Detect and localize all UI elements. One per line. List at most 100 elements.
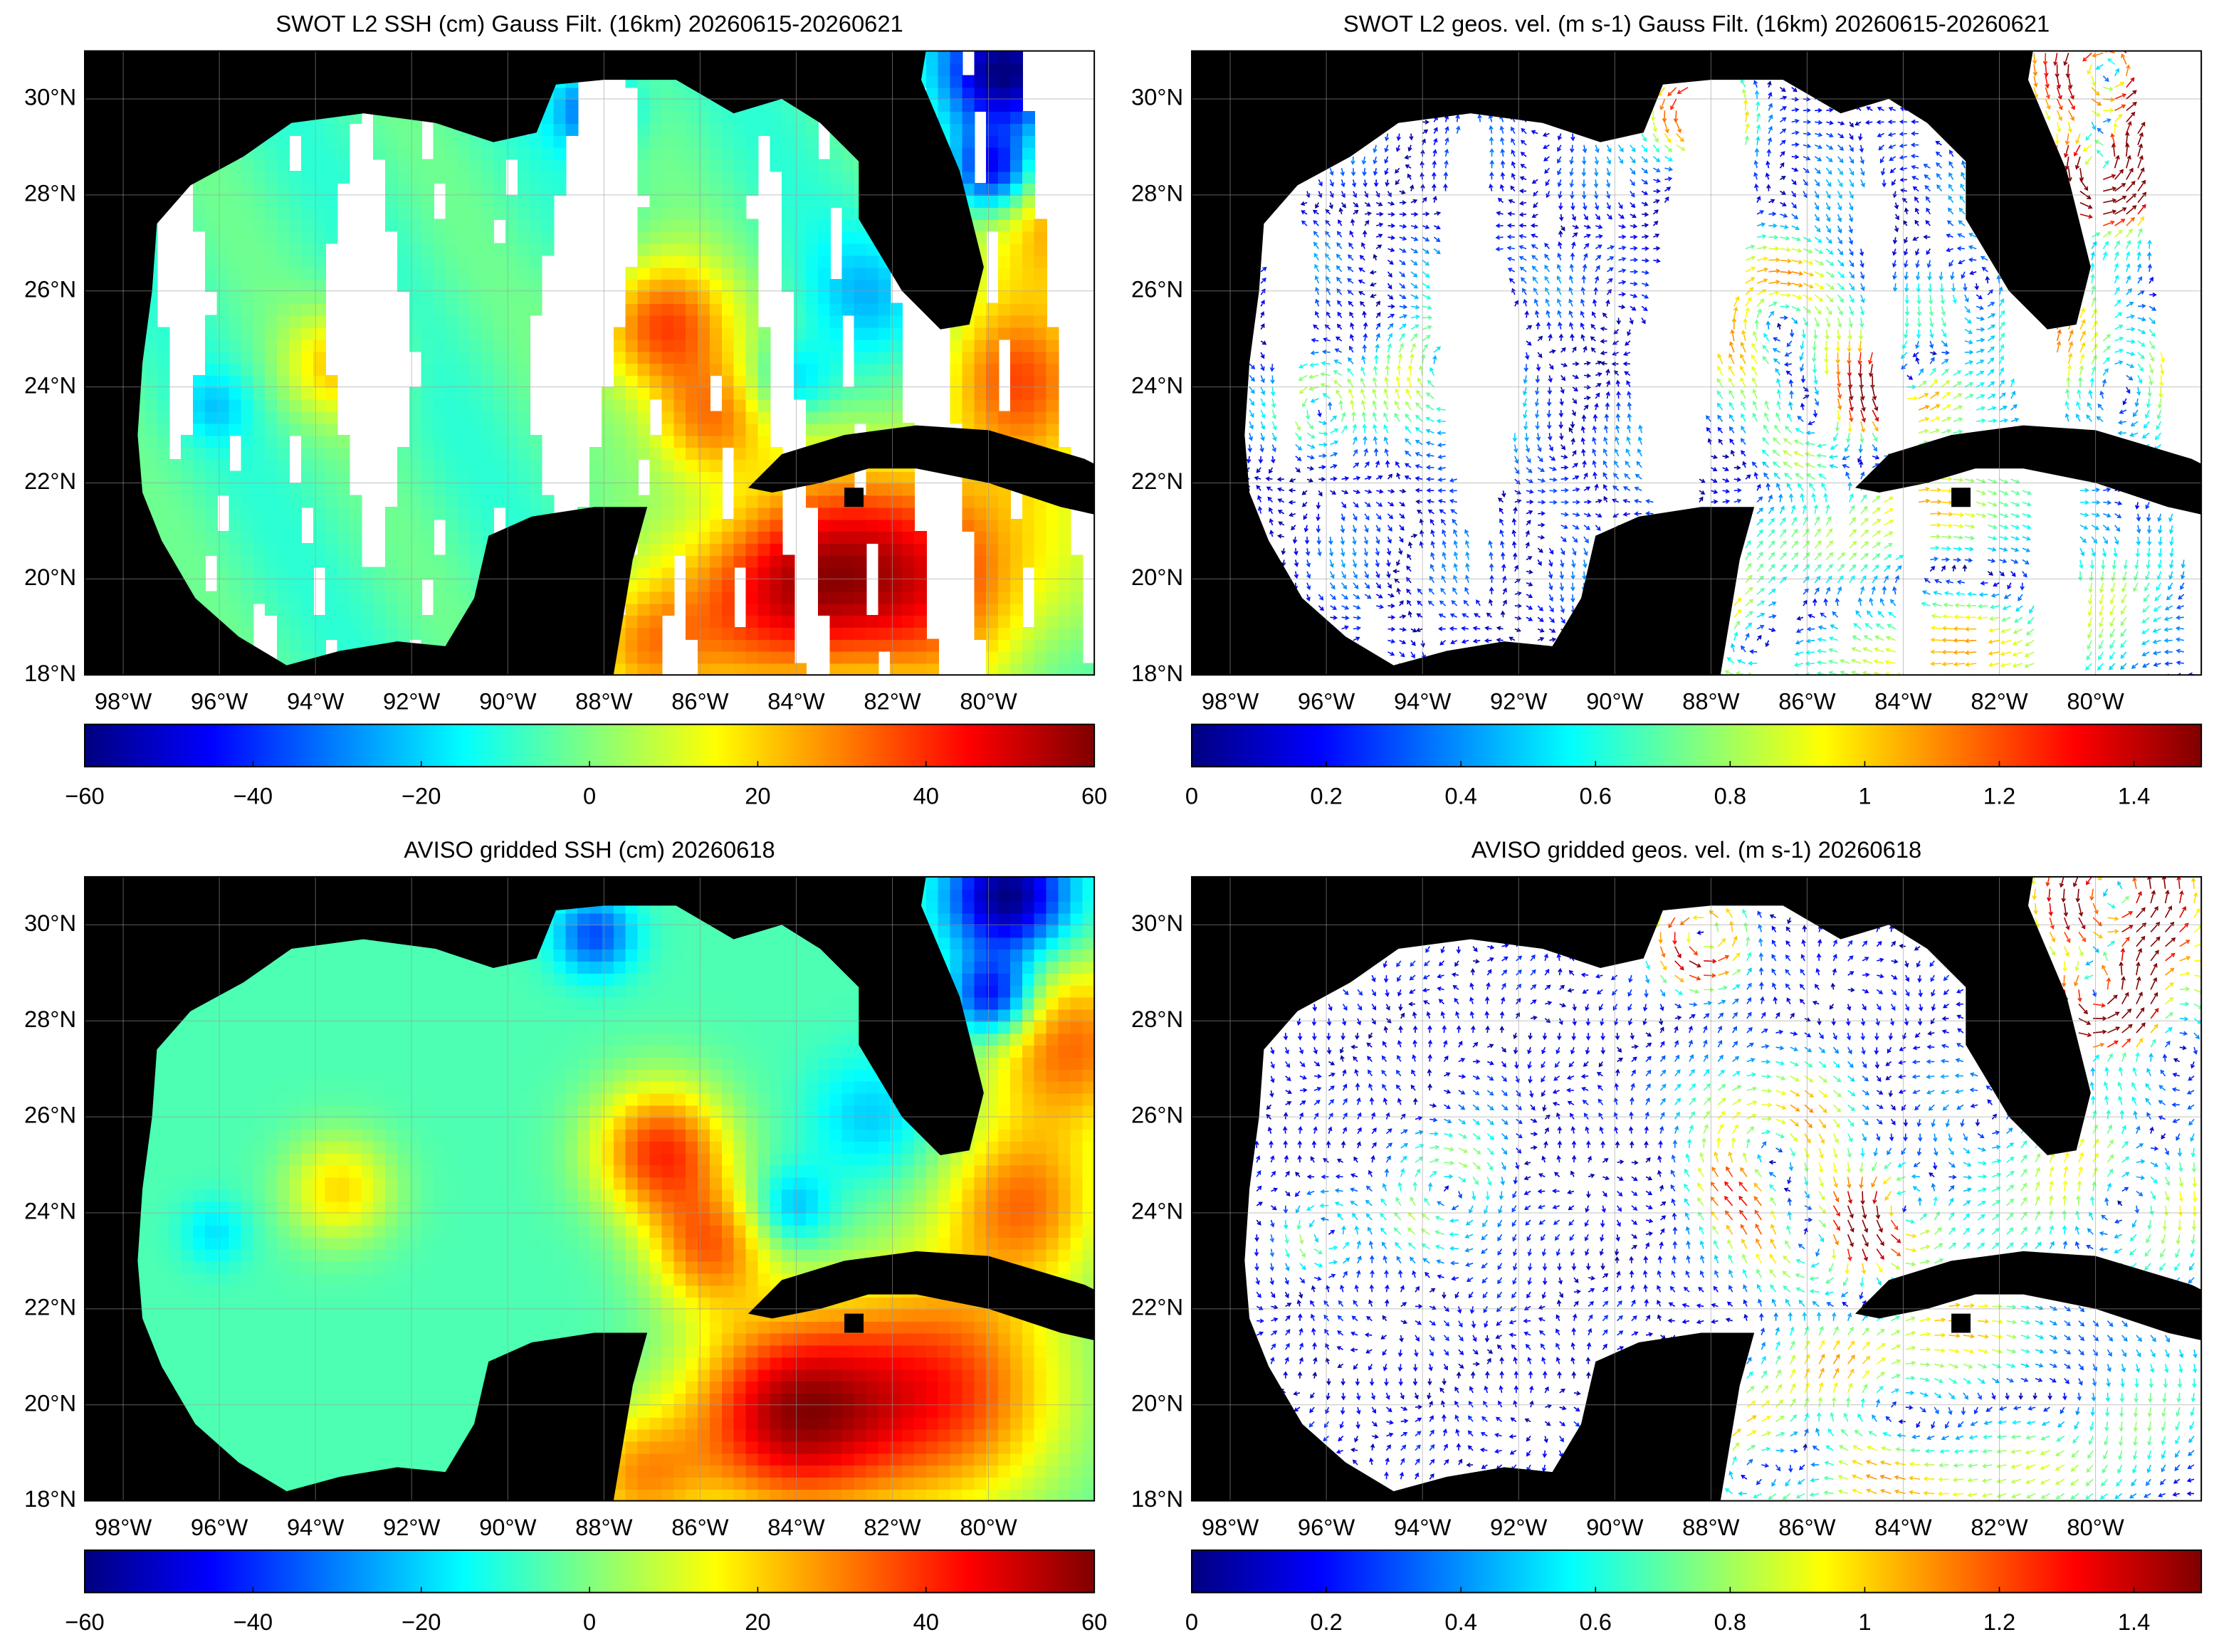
field-cell (709, 495, 723, 508)
vector-arrow (1449, 488, 1457, 493)
vector-arrow (1375, 300, 1380, 307)
vector-arrow (1793, 451, 1804, 457)
field-cell (397, 267, 411, 280)
field-cell (517, 495, 530, 508)
field-cell (841, 194, 855, 208)
field-cell (829, 530, 843, 544)
field-cell (673, 243, 687, 256)
vector-arrow (1580, 298, 1585, 307)
vector-arrow (1921, 590, 1931, 595)
field-cell (770, 507, 783, 520)
vector-arrow (1410, 314, 1420, 320)
field-cell (962, 339, 975, 352)
field-cell (1022, 626, 1035, 640)
field-cell (241, 243, 254, 256)
field-cell (925, 638, 939, 652)
field-cell (229, 554, 242, 568)
vector-arrow (1582, 263, 1588, 272)
field-cell (686, 435, 699, 448)
field-cell (661, 255, 675, 268)
field-cell (637, 411, 651, 424)
vector-arrow (1560, 444, 1566, 451)
field-cell (433, 603, 446, 616)
field-cell (541, 159, 555, 172)
vector-arrow (1796, 616, 1804, 621)
vector-arrow (1710, 467, 1718, 472)
field-cell (974, 63, 987, 76)
vector-arrow (1780, 87, 1786, 93)
vector-arrow (1780, 247, 1791, 252)
vector-arrow (1722, 467, 1729, 472)
field-cell (229, 519, 242, 532)
field-cell (469, 231, 483, 244)
field-cell (421, 554, 434, 568)
field-cell (1022, 122, 1035, 136)
vector-arrow (1387, 322, 1394, 330)
field-cell (661, 542, 675, 556)
vector-arrow (1376, 211, 1384, 217)
vector-arrow (1548, 594, 1553, 602)
field-cell (265, 339, 278, 352)
vector-arrow (1548, 444, 1553, 452)
field-cell (192, 423, 206, 436)
field-cell (241, 626, 254, 640)
vector-arrow (1399, 200, 1407, 205)
field-cell (433, 278, 446, 292)
vector-arrow (1642, 223, 1649, 228)
field-cell (289, 327, 303, 340)
vector-arrow (1825, 248, 1834, 255)
vector-arrow (1791, 107, 1800, 112)
vector-arrow (1572, 374, 1580, 379)
field-cell (733, 542, 747, 556)
field-cell (794, 255, 807, 268)
vector-arrow (1837, 317, 1842, 328)
vector-arrow (1779, 128, 1787, 135)
vector-arrow (1333, 370, 1343, 377)
field-cell (986, 567, 1000, 580)
vector-arrow (1641, 305, 1648, 312)
vector-arrow (1847, 352, 1852, 365)
vector-arrow (1336, 242, 1343, 249)
vector-arrow (1918, 428, 1929, 434)
vector-arrow (1572, 463, 1578, 468)
field-cell (157, 399, 170, 412)
field-cell (529, 470, 542, 484)
field-cell (529, 278, 542, 292)
field-cell (481, 458, 495, 472)
field-cell (841, 423, 855, 436)
field-cell (757, 351, 771, 364)
vector-arrow (1558, 191, 1563, 199)
field-cell (757, 327, 771, 340)
field-cell (457, 446, 471, 461)
field-cell (325, 159, 338, 172)
vector-arrow (1538, 500, 1546, 505)
field-cell (421, 267, 434, 280)
vector-arrow (1814, 398, 1820, 406)
field-cell (866, 386, 879, 400)
field-cell (241, 159, 254, 172)
vector-arrow (1415, 414, 1423, 422)
field-cell (397, 171, 411, 184)
vector-arrow (1489, 586, 1494, 595)
field-cell (241, 171, 254, 184)
field-cell (709, 411, 723, 424)
field-cell (1022, 554, 1035, 568)
field-cell (277, 278, 290, 292)
vector-arrow (1857, 340, 1863, 353)
vector-arrow (1435, 406, 1446, 412)
vector-arrow (1406, 588, 1412, 595)
field-cell (229, 542, 242, 556)
field-cell (253, 183, 266, 196)
field-cell (1009, 351, 1024, 364)
vector-arrow (1866, 106, 1873, 111)
vector-arrow (1572, 547, 1577, 556)
vector-arrow (1583, 233, 1592, 238)
field-cell (145, 327, 158, 340)
field-cell (601, 423, 615, 436)
vector-arrow (1891, 179, 1896, 186)
vector-arrow (1352, 525, 1357, 534)
vector-arrow (1854, 121, 1862, 126)
vector-arrow (1787, 413, 1793, 422)
vector-arrow (1486, 612, 1492, 618)
vector-arrow (1607, 245, 1615, 250)
